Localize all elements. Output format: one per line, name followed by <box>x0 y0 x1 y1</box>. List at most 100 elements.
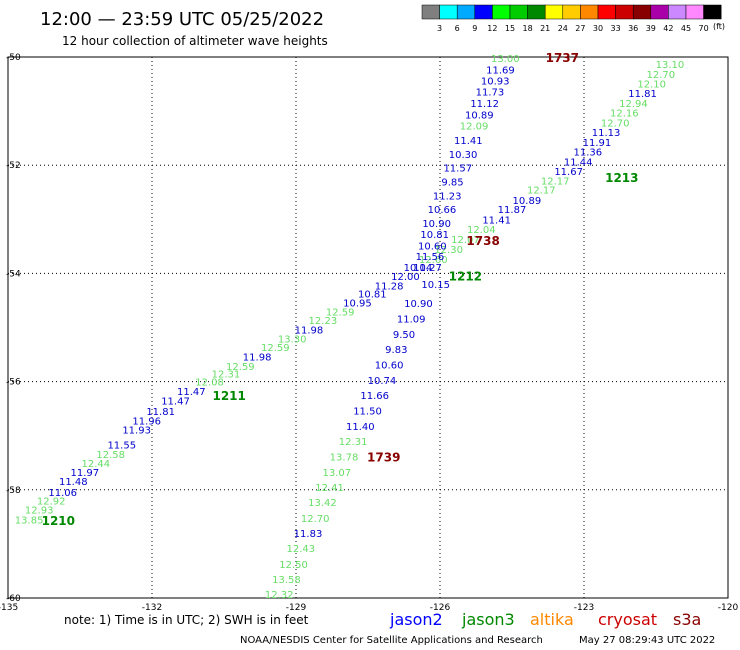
wave-height-label: 11.73 <box>476 88 505 99</box>
colorbar-tick-label: 30 <box>593 24 603 33</box>
y-axis-ticks: -50 -52 -54 -56 -58 -60 <box>6 53 21 604</box>
colorbar-swatch <box>439 4 458 20</box>
wave-height-label: 11.91 <box>583 138 612 149</box>
x-tick-label: -126 <box>430 603 451 613</box>
x-tick-label: -120 <box>718 603 739 613</box>
colorbar-swatch <box>456 4 476 20</box>
colorbar-tick-label: 3 <box>437 24 442 33</box>
wave-height-label: 11.87 <box>498 205 527 216</box>
x-axis-ticks: -135 -132 -129 -126 -123 -120 <box>0 603 738 613</box>
wave-height-label: 12.16 <box>610 109 639 120</box>
wave-height-label: 10.81 <box>420 230 449 241</box>
satellite-jason2: jason2 <box>389 610 443 629</box>
time-label: 1213 <box>605 171 638 185</box>
colorbar-swatch <box>421 4 440 20</box>
colorbar-swatch <box>527 4 546 20</box>
wave-height-label: 12.60 <box>419 255 448 266</box>
time-label: 1210 <box>42 514 75 528</box>
colorbar-swatch <box>650 4 669 20</box>
wave-height-label: 12.94 <box>619 99 648 110</box>
wave-height-label: 13.00 <box>491 54 520 65</box>
wave-height-label: 11.83 <box>294 529 323 540</box>
wave-height-label: 13.10 <box>656 60 685 71</box>
wave-height-label: 9.83 <box>385 345 407 356</box>
colorbar-legend: 3 6 9 12 15 18 21 24 27 30 33 36 39 42 45 70 <box>421 4 722 33</box>
wave-height-label: 12.70 <box>646 70 675 81</box>
wave-height-label: 11.44 <box>564 157 593 168</box>
wave-height-label: 11.40 <box>346 422 375 433</box>
colorbar-swatch <box>632 4 652 20</box>
wave-height-label: 10.95 <box>343 299 372 310</box>
satellite-jason3: jason3 <box>461 610 515 629</box>
colorbar-tick-label: 33 <box>611 24 621 33</box>
colorbar-tick-label: 18 <box>523 24 533 33</box>
wave-height-label: 13.07 <box>322 468 351 479</box>
colorbar-tick-label: 12 <box>487 24 497 33</box>
colorbar-swatch <box>492 4 511 20</box>
data-points: 13.8512.9312.9211.0611.4811.9712.4412.58… <box>15 54 684 601</box>
colorbar-tick-label: 42 <box>663 24 673 33</box>
x-tick-label: -129 <box>286 603 307 613</box>
wave-height-label: 12.93 <box>25 505 54 516</box>
wave-height-label: 10.81 <box>358 289 387 300</box>
colorbar-tick-label: 45 <box>681 24 691 33</box>
wave-height-label: 12.31 <box>212 369 241 380</box>
wave-height-label: 10.89 <box>465 110 494 121</box>
wave-height-label: 12.59 <box>326 307 355 318</box>
wave-height-label: 12.59 <box>261 343 290 354</box>
colorbar-swatch <box>703 4 722 20</box>
wave-height-label: 12.41 <box>315 483 344 494</box>
colorbar-swatch <box>615 4 634 20</box>
wave-height-label: 12.17 <box>541 176 570 187</box>
colorbar-tick-label: 24 <box>558 24 568 33</box>
time-labels: 1210 1211 1212 1213 1737 1738 1739 <box>42 51 639 528</box>
wave-height-label: 10.60 <box>375 360 404 371</box>
wave-height-label: 11.96 <box>132 417 161 428</box>
y-tick-label: -56 <box>6 378 21 388</box>
colorbar-swatch <box>668 4 687 20</box>
y-tick-label: -58 <box>6 486 21 496</box>
wave-height-label: 11.23 <box>433 191 462 202</box>
x-tick-label: -132 <box>142 603 162 613</box>
wave-height-label: 10.14 <box>404 263 433 274</box>
wave-height-label: 11.47 <box>177 387 206 398</box>
colorbar-unit-label: (ft) <box>713 22 725 31</box>
wave-height-label: 11.55 <box>107 440 136 451</box>
time-label: 1738 <box>466 234 499 248</box>
wave-height-label: 11.56 <box>416 252 445 263</box>
wave-height-label: 11.69 <box>486 65 515 76</box>
wave-height-label: 11.41 <box>454 136 483 147</box>
colorbar-tick-label: 15 <box>505 24 515 33</box>
time-label: 1211 <box>212 389 245 403</box>
satellite-altika: altika <box>530 610 574 629</box>
wave-height-label: 10.90 <box>404 299 433 310</box>
chart-title: 12:00 — 23:59 UTC 05/25/2022 <box>40 9 324 30</box>
colorbar-swatch <box>544 4 564 20</box>
footer-note: note: 1) Time is in UTC; 2) SWH is in fe… <box>64 613 309 627</box>
satellite-s3a: s3a <box>673 610 701 629</box>
wave-height-label: 11.12 <box>470 99 499 110</box>
colorbar-tick-label: 27 <box>575 24 585 33</box>
colorbar-tick-label: 9 <box>472 24 477 33</box>
wave-height-label: 12.32 <box>265 590 294 601</box>
wave-height-label: 11.66 <box>360 391 389 402</box>
wave-height-label: 9.85 <box>441 177 463 188</box>
wave-height-label: 12.31 <box>339 437 368 448</box>
wave-height-label: 12.00 <box>391 272 420 283</box>
wave-height-label: 12.10 <box>637 80 666 91</box>
colorbar-tick-label: 36 <box>628 24 638 33</box>
colorbar-swatch <box>597 4 616 20</box>
wave-height-label: 10.27 <box>413 263 442 274</box>
wave-height-label: 11.06 <box>48 488 77 499</box>
time-label: 1737 <box>546 51 579 65</box>
time-label: 1739 <box>367 450 400 464</box>
wave-height-label: 12.09 <box>460 122 489 133</box>
wave-height-label: 13.30 <box>278 334 307 345</box>
wave-height-label: 11.57 <box>443 163 472 174</box>
wave-height-label: 10.15 <box>421 280 450 291</box>
wave-height-label: 13.85 <box>15 516 44 527</box>
wave-height-label: 10.30 <box>449 150 478 161</box>
x-tick-label: -135 <box>0 603 18 613</box>
wave-height-label: 11.67 <box>554 167 583 178</box>
wave-height-label: 11.48 <box>59 477 88 488</box>
